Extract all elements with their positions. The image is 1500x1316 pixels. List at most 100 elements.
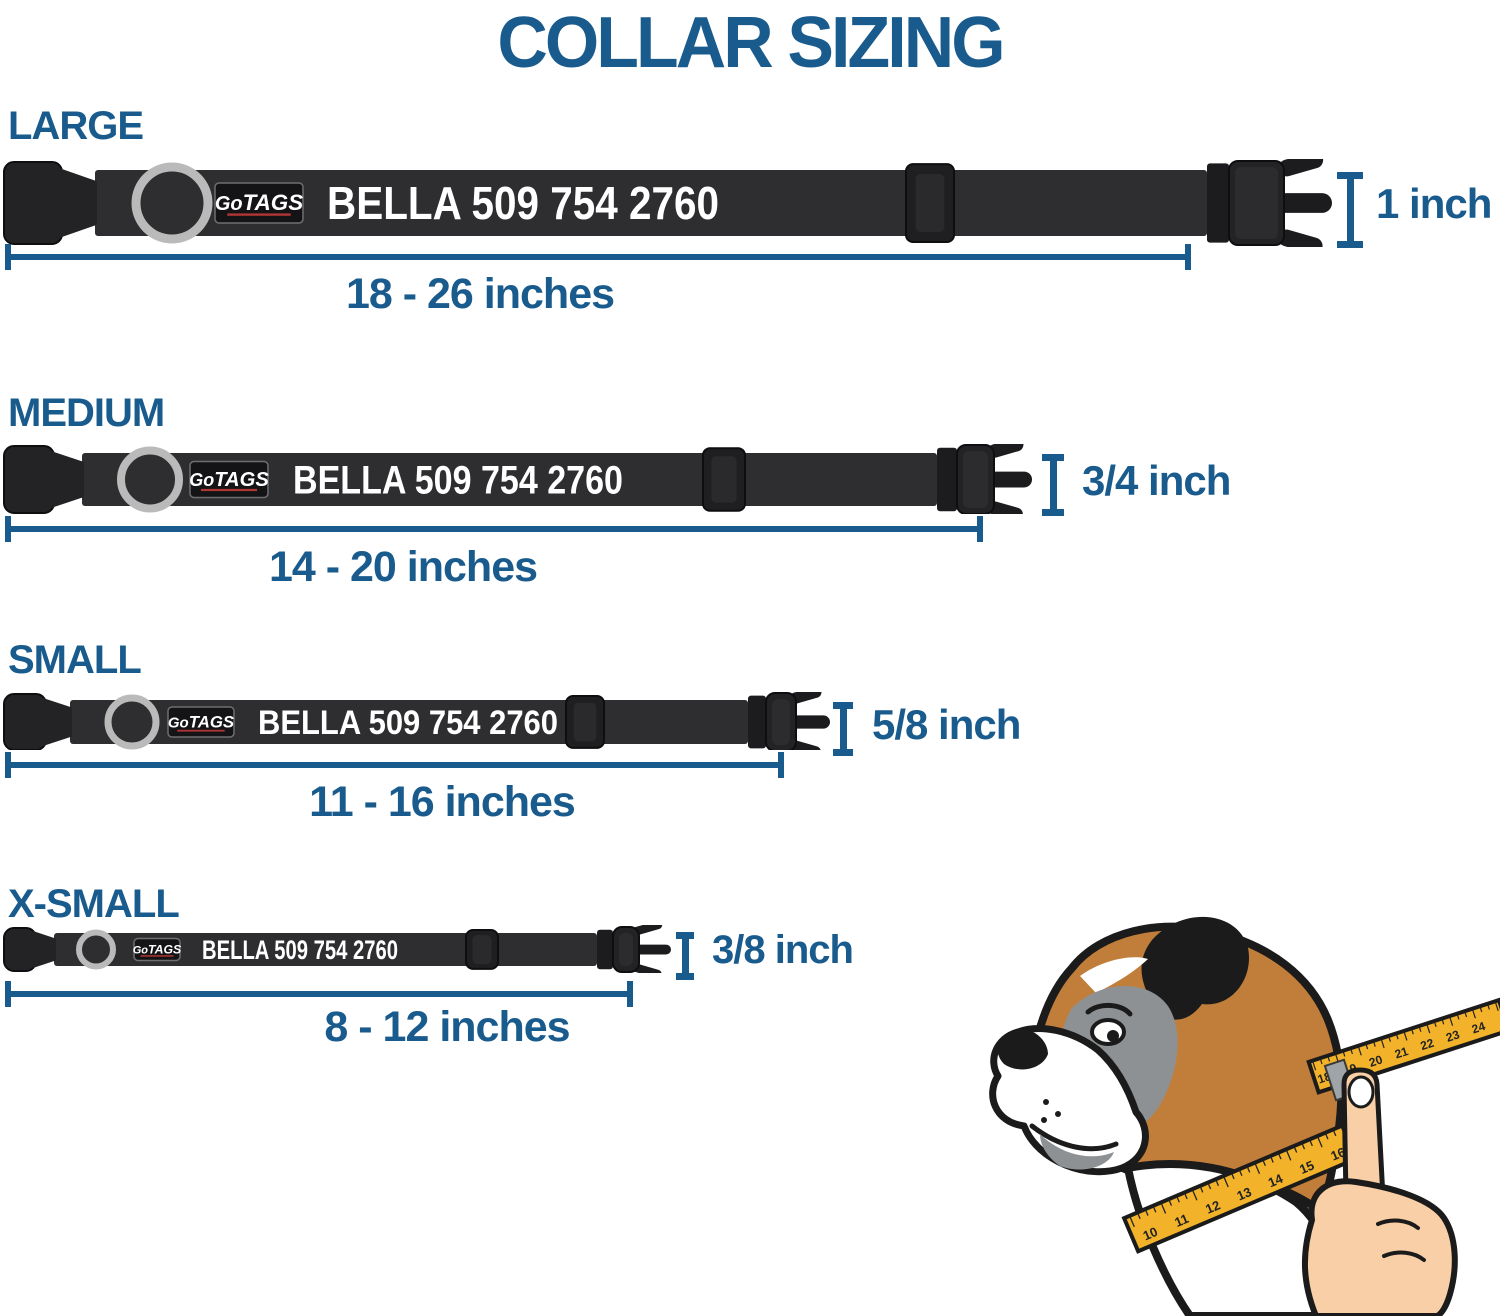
fist [1301,1178,1458,1316]
buckle-female [3,693,47,750]
size-label-large: LARGE [8,104,144,148]
size-label-xsmall: X-SMALL [8,882,180,926]
buckle-prong-bottom [789,740,821,750]
svg-text:11: 11 [1172,1211,1191,1230]
buckle-female [3,445,55,514]
buckle-male [956,444,995,514]
brand-patch [167,706,235,738]
width-label-small: 5/8 inch [872,701,1021,748]
slider-adjuster [565,695,605,749]
buckle-female-wing [59,168,97,238]
hand [1301,1067,1458,1316]
width-bracket-icon [676,932,694,980]
collar-name-text: BELLA 509 754 2760 [327,177,719,229]
brand-patch [133,937,181,962]
d-ring [117,446,183,513]
buckle-prong-top [632,925,663,936]
buckle-prong-middle [1276,193,1332,213]
width-bracket-icon [1042,454,1064,516]
brand-logo-text: GoTAGS [133,943,182,957]
buckle-female-wing [33,931,56,968]
collar-name-text: BELLA 509 754 2760 [202,935,398,965]
svg-text:15: 15 [1297,1157,1316,1176]
buckle-prong-bottom [1278,229,1323,247]
slider-bar [915,174,945,233]
slider-bar [472,935,492,964]
brand-patch [189,460,269,499]
svg-text:10: 10 [1141,1224,1160,1243]
size-label-small: SMALL [8,638,142,682]
buckle-ridge [748,695,766,749]
svg-text:22: 22 [1419,1036,1436,1054]
collar-name-text: BELLA 509 754 2760 [293,459,623,503]
buckle-female-wing [51,451,84,508]
slider-adjuster [465,929,499,970]
buckle-male [1228,160,1285,246]
d-ring [104,694,160,750]
buckle-male-inner [963,451,988,508]
buckle-prong-bottom [632,963,662,973]
length-range-label-xsmall: 8 - 12 inches [324,1003,570,1051]
length-range-label-small: 11 - 16 inches [309,778,576,826]
buckle-female [3,927,37,972]
collar-strap [70,700,748,744]
brand-logo-underline [200,488,258,492]
svg-text:20: 20 [1367,1052,1384,1070]
slider-bar [573,702,597,742]
buckle-male-inner [619,933,633,966]
brand-logo-text: GoTAGS [168,712,235,731]
buckle-male [765,692,797,750]
collar-strap [82,453,937,506]
buckle-ridge [1207,163,1229,243]
collar-strap [54,933,597,966]
buckle-ridge [597,929,613,970]
buckle-prong-middle [631,944,671,955]
brand-logo-underline [177,729,225,732]
fingernail [1347,1075,1375,1109]
svg-text:23: 23 [1444,1027,1461,1045]
svg-text:12: 12 [1203,1197,1222,1216]
brand-logo-text: GoTAGS [215,190,303,215]
buckle-ridge [937,447,957,512]
width-bracket-icon [833,702,853,756]
dog-ear [1141,916,1249,1020]
buckle-prong-middle [788,715,830,729]
slider-adjuster [702,447,746,512]
buckle-female-wing [43,698,72,746]
size-label-medium: MEDIUM [8,391,165,435]
length-measure-line [5,752,784,778]
buckle-male [612,926,640,973]
length-range-label-large: 18 - 26 inches [345,270,615,318]
collar-graphic-xsmall: GoTAGS BELLA 509 754 2760 [0,925,700,973]
width-label-medium: 3/4 inch [1082,457,1231,504]
brand-logo-underline [227,213,291,216]
brand-logo-text: GoTAGS [189,469,269,491]
slider-adjuster [905,163,955,244]
buckle-prong-middle [986,471,1032,488]
length-measure-line [5,244,1191,270]
length-measure-line [5,981,633,1007]
collar-strap [95,170,1207,236]
page-title: COLLAR SIZING [497,3,1005,83]
width-label-large: 1 inch [1376,180,1492,227]
brand-logo-underline [140,955,174,957]
buckle-male-inner [1235,167,1278,239]
svg-text:13: 13 [1235,1184,1254,1203]
buckle-female [3,161,63,245]
dog-head [989,916,1346,1316]
width-bracket-icon [1337,172,1363,248]
width-label-xsmall: 3/8 inch [712,928,854,972]
collar-graphic-small: GoTAGS BELLA 509 754 2760 [0,692,880,750]
svg-text:14: 14 [1266,1170,1286,1190]
length-measure-line [5,516,983,542]
collar-graphic-medium: GoTAGS BELLA 509 754 2760 [0,444,1100,514]
buckle-prong-top [988,444,1024,458]
collar-name-text: BELLA 509 754 2760 [258,704,558,742]
buckle-male-inner [772,699,790,745]
buckle-prong-top [1278,159,1324,177]
slider-bar [711,456,737,503]
svg-text:24: 24 [1470,1019,1487,1037]
d-ring [131,162,213,244]
